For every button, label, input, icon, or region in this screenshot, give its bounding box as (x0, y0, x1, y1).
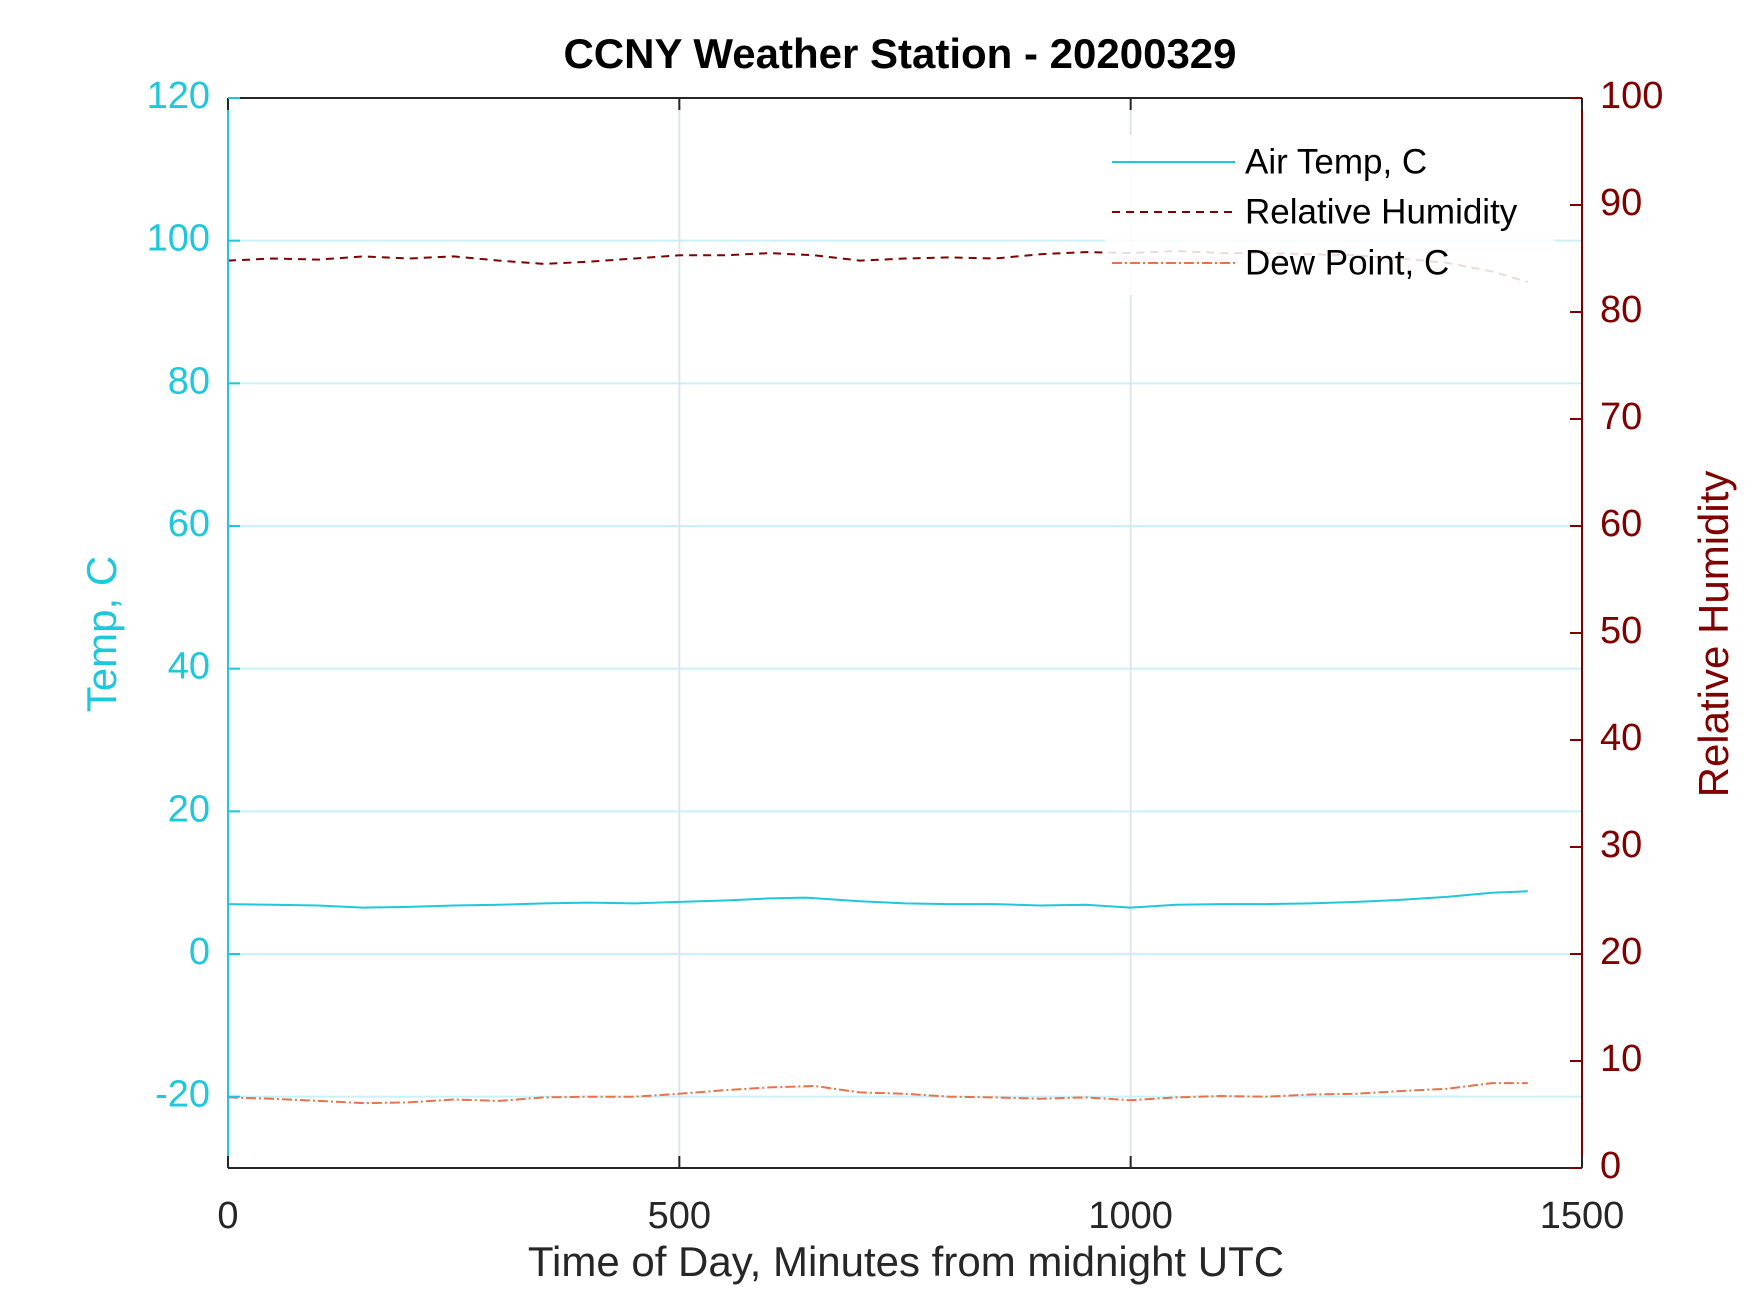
y-right-tick-label: 10 (1600, 1038, 1642, 1080)
x-tick-label: 500 (648, 1195, 711, 1237)
y-left-tick-label: 20 (168, 788, 210, 830)
x-tick-label: 1000 (1088, 1195, 1173, 1237)
x-tick-label: 0 (217, 1195, 238, 1237)
y-right-tick-label: 20 (1600, 931, 1642, 973)
x-axis-label: Time of Day, Minutes from midnight UTC (528, 1238, 1284, 1285)
legend: Air Temp, C Relative Humidity Dew Point,… (1105, 135, 1555, 295)
y-right-tick-label: 80 (1600, 289, 1642, 331)
legend-label-air-temp: Air Temp, C (1245, 142, 1427, 181)
series-line-dew-point (227, 1082, 1528, 1105)
x-tick-label: 1500 (1540, 1195, 1625, 1237)
chart-title: CCNY Weather Station - 20200329 (563, 30, 1236, 77)
y-axis-right-label: Relative Humidity (1690, 471, 1737, 798)
series-line-air-temp (227, 890, 1528, 909)
y-left-tick-label: 60 (168, 503, 210, 545)
y-right-tick-label: 70 (1600, 396, 1642, 438)
y-axis-left-label: Temp, C (78, 556, 125, 712)
y-left-tick-label: 80 (168, 360, 210, 402)
y-right-tick-label: 90 (1600, 182, 1642, 224)
y-right-tick-label: 60 (1600, 503, 1642, 545)
y-right-tick-label: 0 (1600, 1145, 1621, 1187)
y-left-tick-label: 100 (147, 218, 210, 260)
legend-label-humidity: Relative Humidity (1245, 192, 1518, 231)
y-right-tick-label: 30 (1600, 824, 1642, 866)
y-left-tick-label: -20 (155, 1074, 210, 1116)
y-right-tick-label: 100 (1600, 75, 1663, 117)
y-left-tick-label: 120 (147, 75, 210, 117)
legend-label-dew-point: Dew Point, C (1245, 243, 1449, 282)
y-left-tick-label: 40 (168, 646, 210, 688)
y-left-tick-label: 0 (189, 931, 210, 973)
y-right-tick-label: 40 (1600, 717, 1642, 759)
y-right-tick-label: 50 (1600, 610, 1642, 652)
axes-group: 0 500 1000 1500 -20 0 20 40 60 80 100 120 0 10 20 30 40 5… (147, 75, 1664, 1237)
